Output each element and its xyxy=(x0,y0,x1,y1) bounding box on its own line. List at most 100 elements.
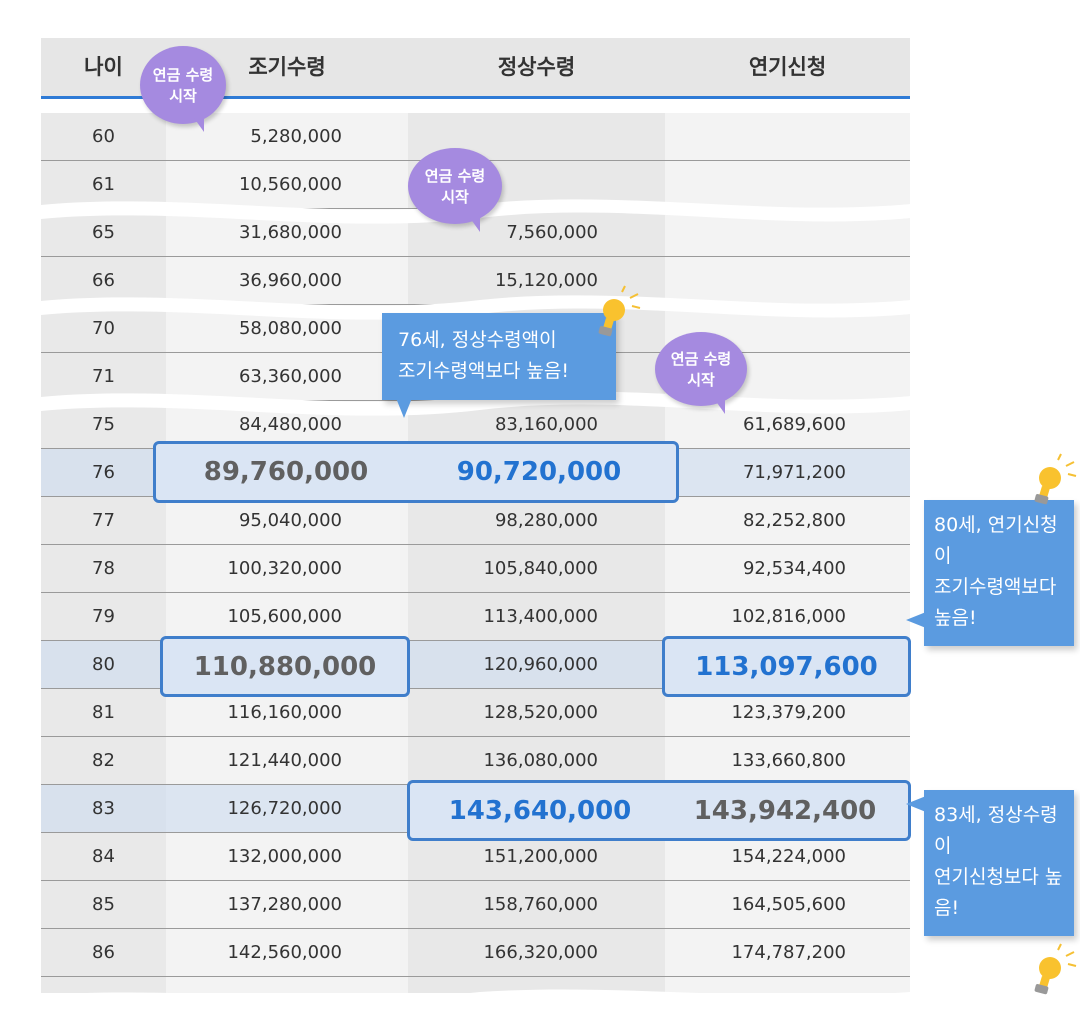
bubble-text: 시작 xyxy=(687,371,715,389)
cell-age: 82 xyxy=(92,750,115,771)
highlight-age-80-early: 110,880,000 xyxy=(160,636,410,697)
table-row: 77 95,040,000 98,280,000 82,252,800 xyxy=(41,497,910,545)
cell-early: 116,160,000 xyxy=(227,702,342,723)
cell-deferred: 71,971,200 xyxy=(742,462,846,483)
cell-normal: 166,320,000 xyxy=(483,942,598,963)
cell-normal: 83,160,000 xyxy=(494,414,598,435)
bubble-text: 연금 수령 xyxy=(152,66,214,84)
cell-early: 137,280,000 xyxy=(227,894,342,915)
header-normal: 정상수령 xyxy=(497,55,576,79)
cell-age: 81 xyxy=(92,702,115,723)
cell-age: 61 xyxy=(92,174,115,195)
header-age: 나이 xyxy=(84,55,123,79)
table-row: 79 105,600,000 113,400,000 102,816,000 xyxy=(41,593,910,641)
table-row: 65 31,680,000 7,560,000 xyxy=(41,209,910,257)
highlight-age-76: 89,760,000 90,720,000 xyxy=(153,441,679,503)
highlight-age-83: 143,640,000 143,942,400 xyxy=(407,780,911,841)
normal-column-bg xyxy=(408,113,665,993)
table-row: 85 137,280,000 158,760,000 164,505,600 xyxy=(41,881,910,929)
cell-age: 66 xyxy=(92,270,115,291)
cell-early: 142,560,000 xyxy=(227,942,342,963)
lightbulb-icon xyxy=(1034,453,1077,505)
cell-normal: 151,200,000 xyxy=(483,846,598,867)
highlight-value: 113,097,600 xyxy=(695,651,878,682)
header-early: 조기수령 xyxy=(248,55,326,79)
cell-deferred: 61,689,600 xyxy=(742,414,846,435)
cell-normal: 105,840,000 xyxy=(483,558,598,579)
cell-normal: 120,960,000 xyxy=(483,654,598,675)
table-row: 86 142,560,000 166,320,000 174,787,200 xyxy=(41,929,910,977)
bubble-text: 시작 xyxy=(441,188,469,206)
callout-text: 76세, 정상수령액이 xyxy=(398,329,557,351)
cell-early: 126,720,000 xyxy=(227,798,342,819)
callout-text: 83세, 정상수령이 xyxy=(934,804,1058,857)
table-row: 82 121,440,000 136,080,000 133,660,800 xyxy=(41,737,910,785)
callout-text: 80세, 연기신청이 xyxy=(934,514,1058,567)
bubble-text: 연금 수령 xyxy=(424,167,486,185)
cell-age: 65 xyxy=(92,222,115,243)
cell-age: 71 xyxy=(92,366,115,387)
callout-text: 조기수령액보다 높음! xyxy=(398,360,569,382)
cell-age: 79 xyxy=(92,606,115,627)
bubble-text: 연금 수령 xyxy=(670,350,732,368)
cell-early: 10,560,000 xyxy=(238,174,342,195)
cell-age: 80 xyxy=(92,654,115,675)
cell-early: 84,480,000 xyxy=(238,414,342,435)
cell-early: 5,280,000 xyxy=(250,126,342,147)
cell-deferred: 102,816,000 xyxy=(731,606,846,627)
cell-age: 84 xyxy=(92,846,115,867)
cell-age: 77 xyxy=(92,510,115,531)
deferred-column-bg xyxy=(665,113,910,993)
cell-age: 85 xyxy=(92,894,115,915)
cell-deferred: 82,252,800 xyxy=(742,510,846,531)
callout-text: 조기수령액보다 높음! xyxy=(934,576,1057,629)
cell-age: 78 xyxy=(92,558,115,579)
cell-age: 75 xyxy=(92,414,115,435)
cell-deferred: 154,224,000 xyxy=(731,846,846,867)
cell-normal: 113,400,000 xyxy=(483,606,598,627)
cell-early: 63,360,000 xyxy=(238,366,342,387)
cell-deferred: 123,379,200 xyxy=(731,702,846,723)
table-row: 78 100,320,000 105,840,000 92,534,400 xyxy=(41,545,910,593)
highlight-value: 89,760,000 xyxy=(203,457,369,487)
cell-early: 121,440,000 xyxy=(227,750,342,771)
cell-early: 31,680,000 xyxy=(238,222,342,243)
cell-deferred: 92,534,400 xyxy=(742,558,846,579)
cell-age: 83 xyxy=(92,798,115,819)
header-deferred: 연기신청 xyxy=(748,55,827,79)
cell-early: 100,320,000 xyxy=(227,558,342,579)
cell-age: 60 xyxy=(92,126,115,147)
callout-text: 연기신청보다 높음! xyxy=(934,866,1063,919)
cell-age: 70 xyxy=(92,318,115,339)
cell-deferred: 174,787,200 xyxy=(731,942,846,963)
bubble-text: 시작 xyxy=(169,87,197,105)
cell-age: 86 xyxy=(92,942,115,963)
highlight-value: 143,942,400 xyxy=(693,795,877,826)
cell-deferred: 133,660,800 xyxy=(731,750,846,771)
highlight-age-80-deferred: 113,097,600 xyxy=(662,636,911,697)
cell-normal: 15,120,000 xyxy=(494,270,598,291)
lightbulb-icon xyxy=(1034,943,1077,995)
highlight-value: 90,720,000 xyxy=(456,457,622,487)
cell-early: 95,040,000 xyxy=(238,510,342,531)
cell-normal: 128,520,000 xyxy=(483,702,598,723)
highlight-value: 143,640,000 xyxy=(448,795,632,826)
age-column-bg xyxy=(41,113,166,993)
wave-break xyxy=(30,295,930,320)
table-row: 81 116,160,000 128,520,000 123,379,200 xyxy=(41,689,910,737)
cell-early: 58,080,000 xyxy=(238,318,342,339)
highlight-value: 110,880,000 xyxy=(193,651,377,682)
early-column-bg xyxy=(166,113,408,993)
cell-normal: 7,560,000 xyxy=(506,222,598,243)
cell-normal: 136,080,000 xyxy=(483,750,598,771)
cell-normal: 98,280,000 xyxy=(494,510,598,531)
cell-normal: 158,760,000 xyxy=(483,894,598,915)
cell-deferred xyxy=(665,113,846,161)
cell-deferred: 164,505,600 xyxy=(731,894,846,915)
table-row: 84 132,000,000 151,200,000 154,224,000 xyxy=(41,833,910,881)
